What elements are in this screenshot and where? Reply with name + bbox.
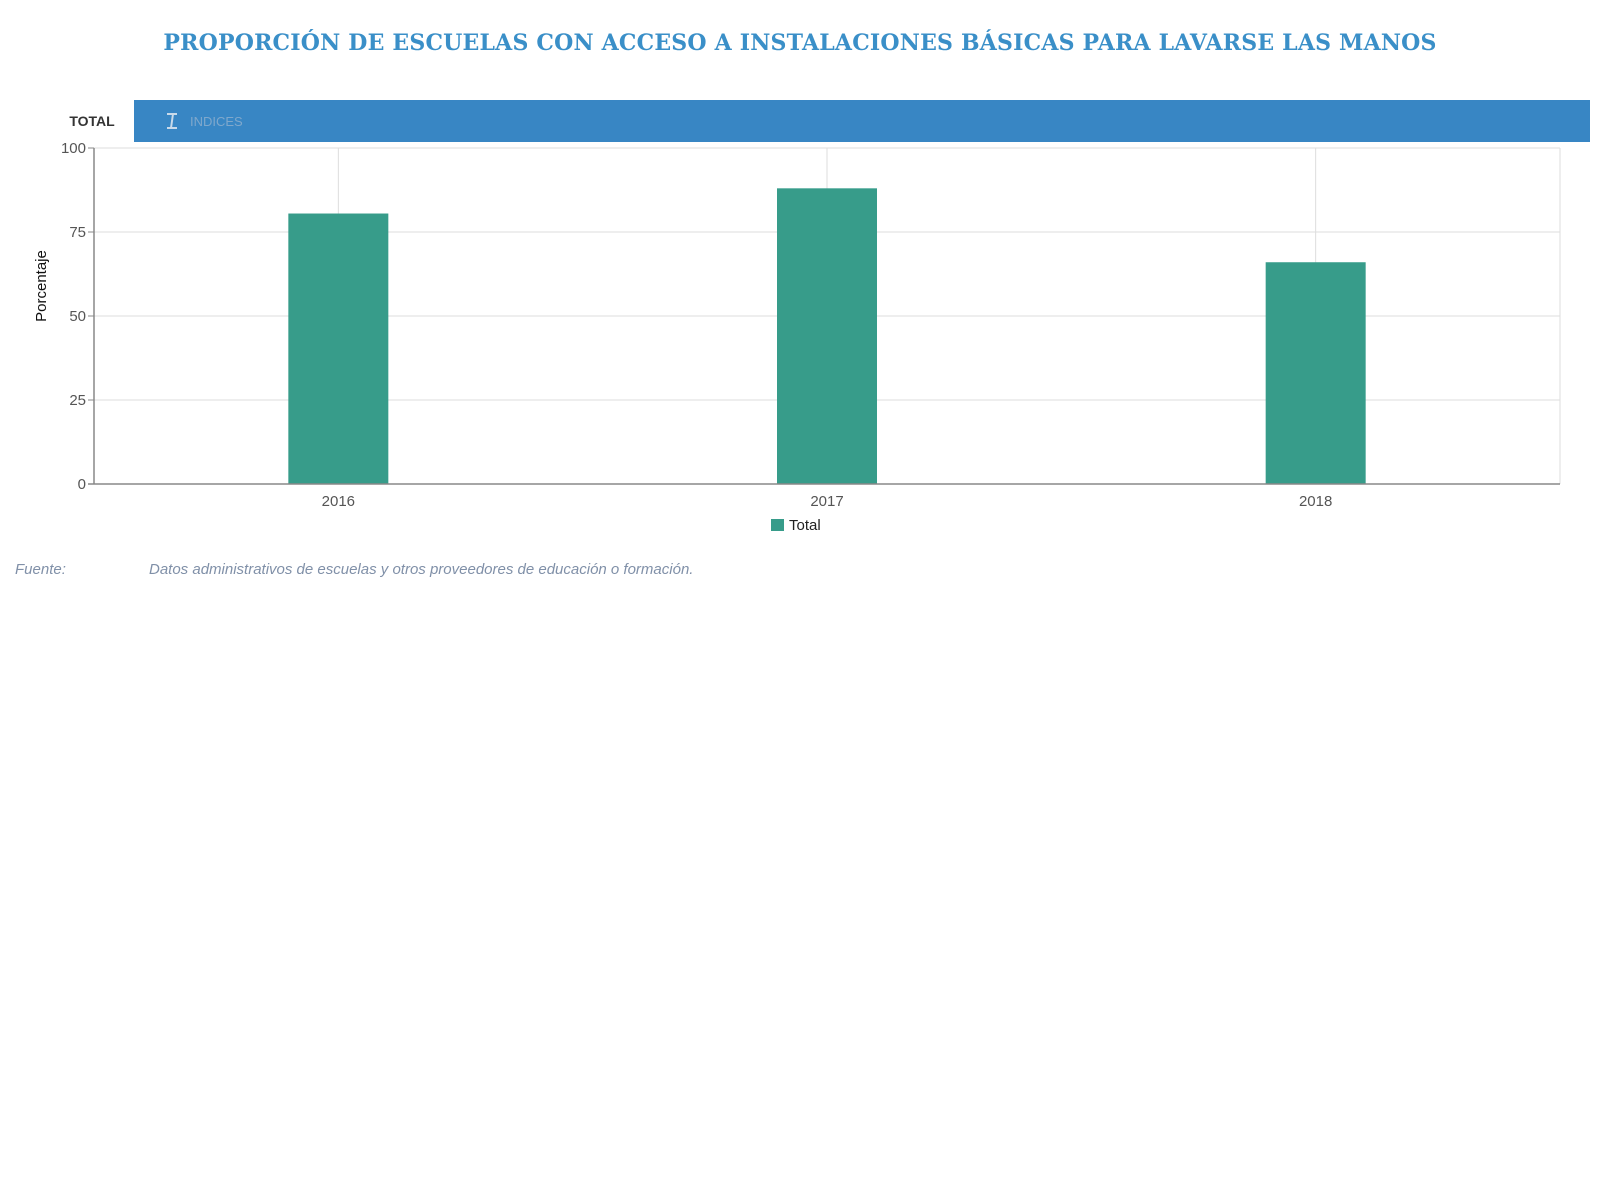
tab-bar: TOTAL INDICES bbox=[0, 100, 1590, 142]
source-label: Fuente: bbox=[15, 561, 66, 578]
legend-swatch bbox=[771, 519, 784, 531]
legend-label: Total bbox=[789, 517, 821, 534]
tab-total[interactable]: TOTAL bbox=[50, 100, 134, 142]
tab-indices-label: INDICES bbox=[190, 113, 243, 129]
x-tick-label: 2018 bbox=[1299, 493, 1332, 510]
tab-strip: INDICES bbox=[134, 100, 1590, 142]
bar-2018 bbox=[1265, 262, 1366, 484]
y-tick-label: 75 bbox=[69, 224, 86, 241]
tab-indices[interactable]: INDICES bbox=[166, 112, 243, 130]
bar-2016 bbox=[288, 213, 389, 484]
bar-2017 bbox=[777, 188, 877, 484]
y-axis-label: Porcentaje bbox=[33, 250, 50, 322]
x-tick-label: 2016 bbox=[322, 493, 355, 510]
page-title: PROPORCIÓN DE ESCUELAS CON ACCESO A INST… bbox=[163, 30, 1437, 56]
y-tick-label: 25 bbox=[69, 392, 86, 409]
bar-chart: 0 25 50 75 100 2016 2017 2018 Porcentaje Total bbox=[33, 142, 1561, 534]
source-note: Fuente: Datos administrativos de escuelas… bbox=[15, 561, 693, 578]
y-tick-label: 100 bbox=[61, 142, 86, 157]
source-text: Datos administrativos de escuelas y otro… bbox=[149, 561, 694, 578]
text-cursor-icon bbox=[166, 112, 178, 130]
x-tick-label: 2017 bbox=[810, 493, 843, 510]
y-tick-label: 50 bbox=[69, 308, 86, 325]
y-tick-label: 0 bbox=[78, 476, 86, 493]
